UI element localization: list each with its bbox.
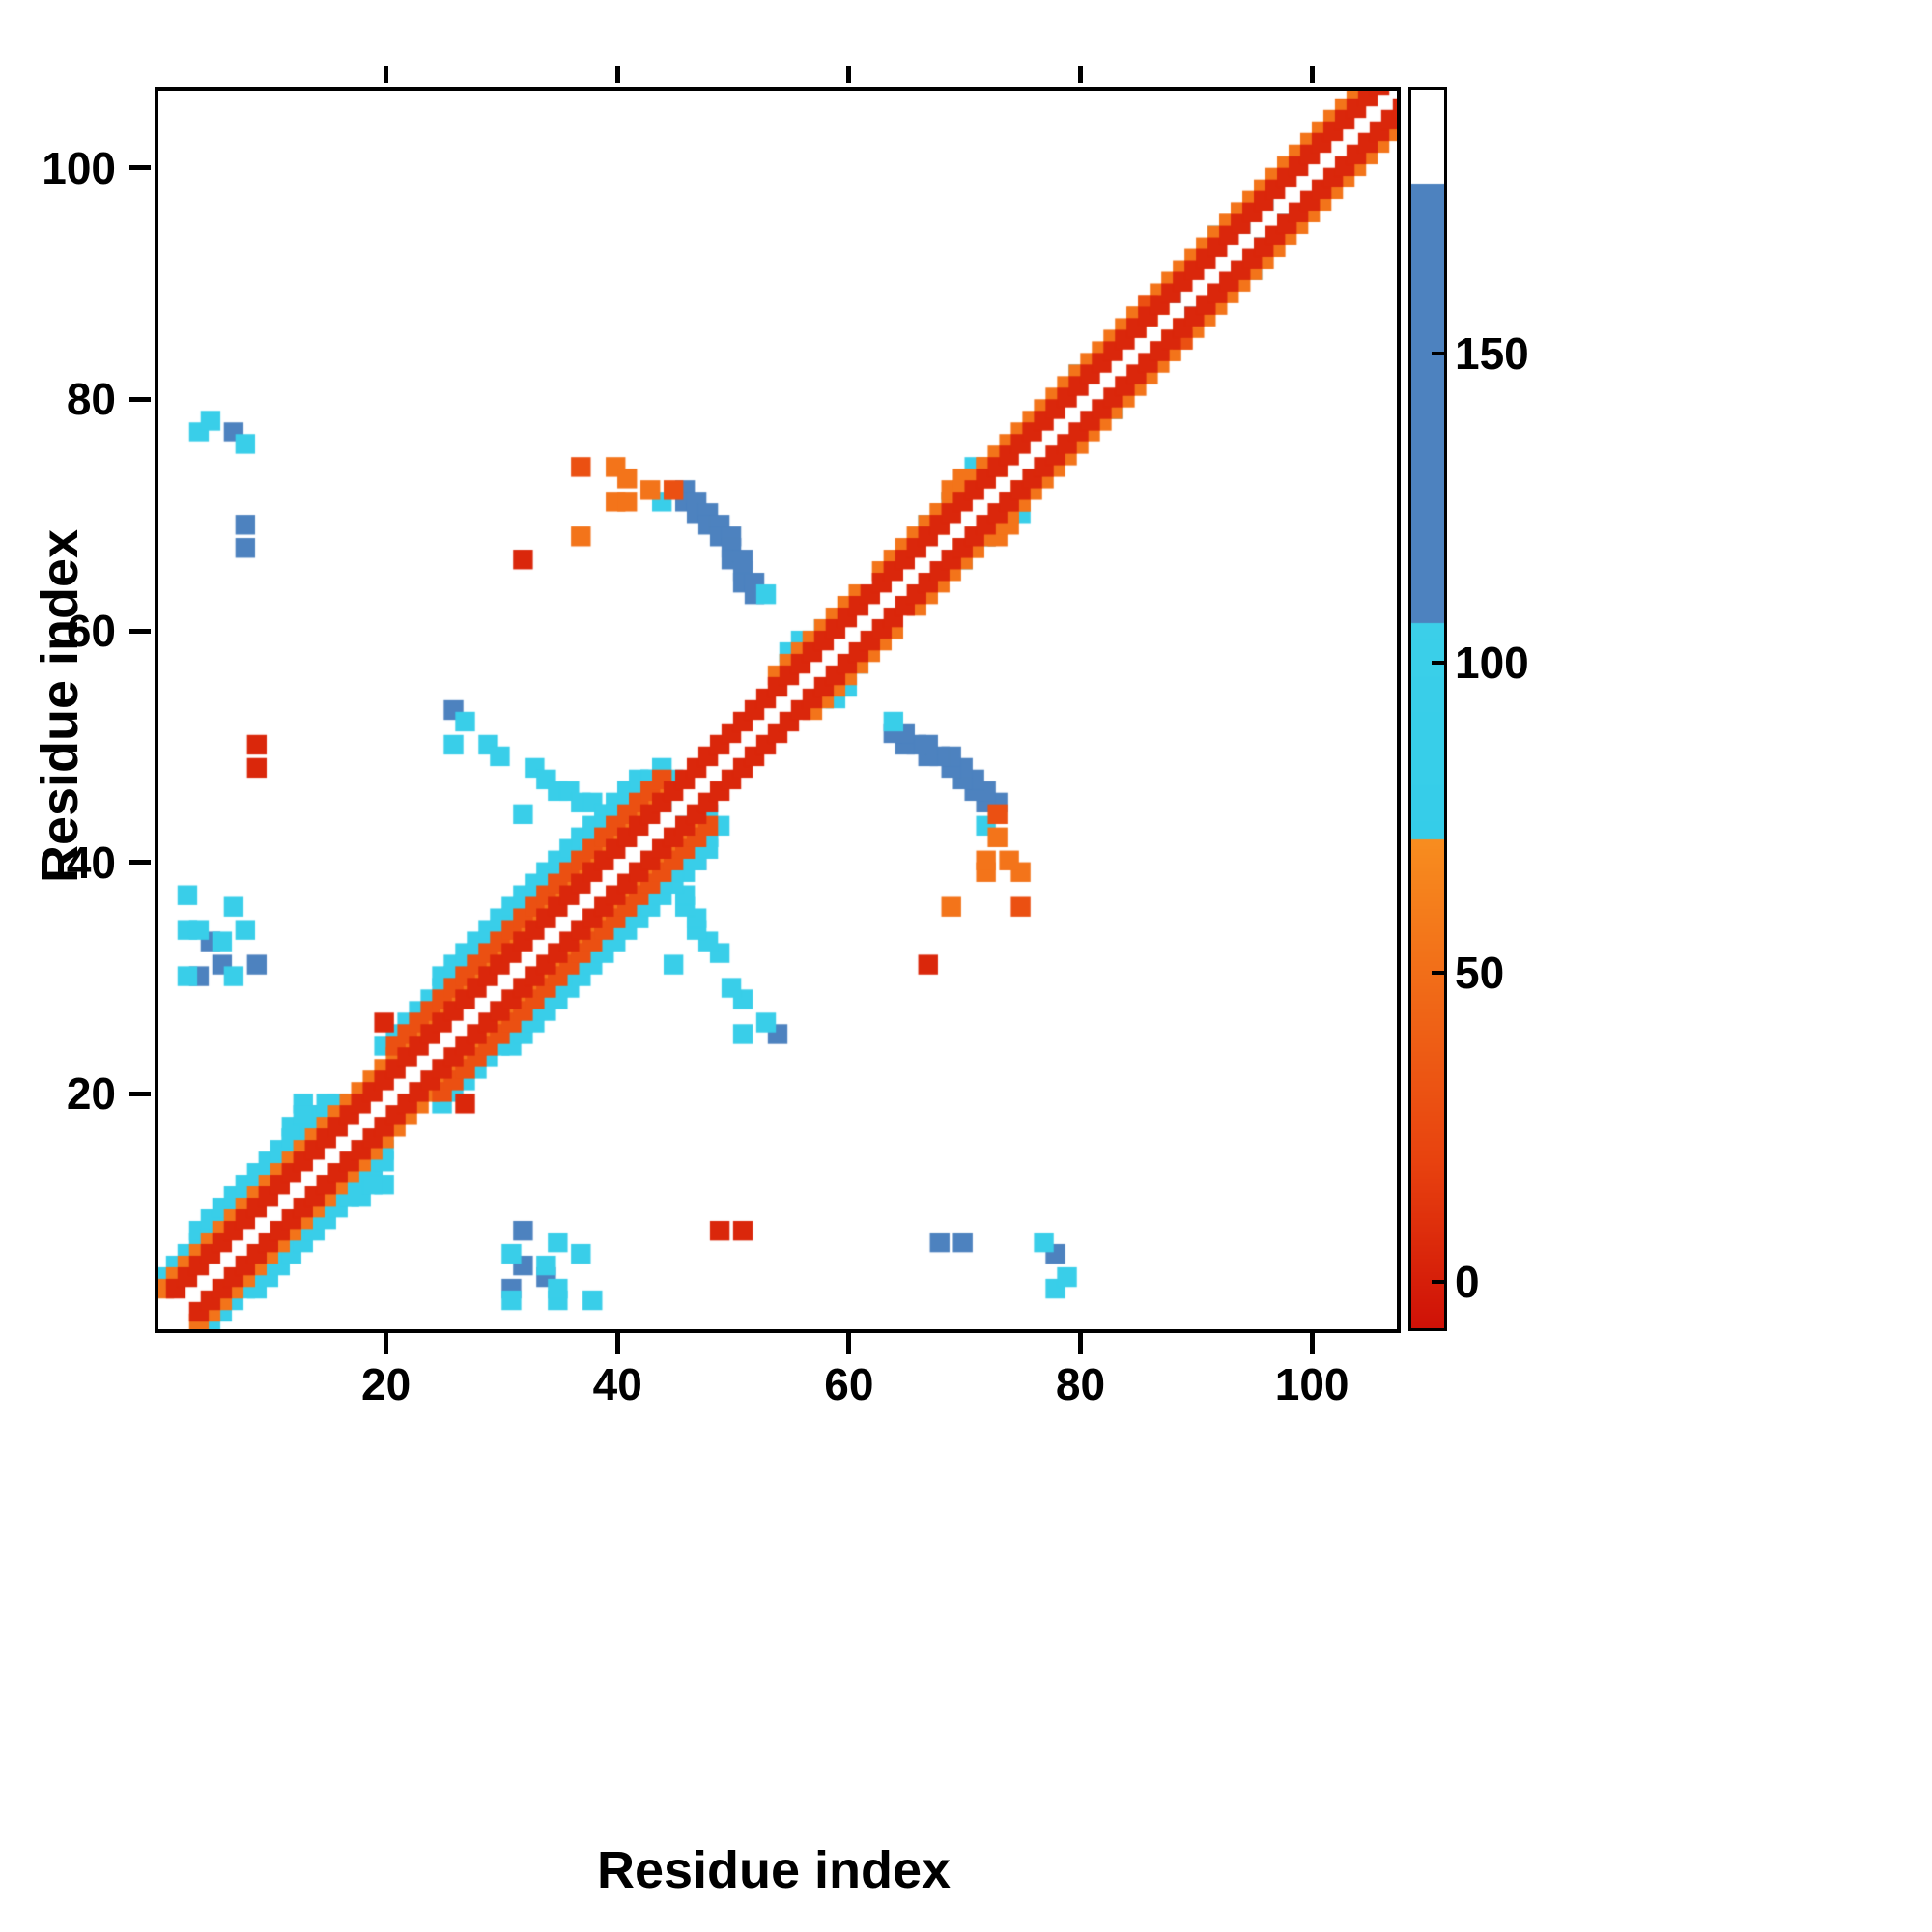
plot-area xyxy=(155,87,1401,1333)
y-axis-label: Residue index xyxy=(31,528,89,884)
x-tick-mark xyxy=(384,1333,389,1354)
x-tick-mark-top xyxy=(846,66,852,83)
x-tick-mark-top xyxy=(384,66,389,83)
x-tick-label: 40 xyxy=(592,1359,642,1409)
x-tick-mark-top xyxy=(1078,66,1083,83)
colorbar-tick-mark xyxy=(1432,351,1445,355)
y-tick-mark xyxy=(129,1091,151,1096)
y-tick-label: 80 xyxy=(66,374,116,425)
y-tick-mark xyxy=(129,860,151,866)
heatmap-canvas xyxy=(158,91,1397,1329)
y-tick-label: 60 xyxy=(66,606,116,657)
x-tick-mark-top xyxy=(1309,66,1315,83)
colorbar-tick-label: 100 xyxy=(1455,638,1529,689)
colorbar-tick-label: 0 xyxy=(1455,1257,1480,1308)
y-tick-label: 20 xyxy=(66,1068,116,1120)
colorbar-tick-mark xyxy=(1432,661,1445,666)
colorbar-tick-mark xyxy=(1432,1280,1445,1285)
x-tick-label: 20 xyxy=(361,1359,412,1409)
x-tick-mark-top xyxy=(614,66,620,83)
y-tick-mark xyxy=(129,628,151,634)
x-tick-mark xyxy=(1309,1333,1315,1354)
colorbar-tick-label: 50 xyxy=(1455,947,1505,998)
y-tick-mark xyxy=(129,165,151,171)
colorbar-tick-label: 150 xyxy=(1455,327,1529,379)
x-tick-label: 80 xyxy=(1055,1359,1106,1409)
y-tick-mark xyxy=(129,396,151,402)
colorbar-canvas xyxy=(1411,90,1444,1328)
colorbar xyxy=(1408,87,1447,1331)
y-tick-label: 40 xyxy=(66,837,116,888)
x-axis-label: Residue index xyxy=(596,1841,952,1899)
x-tick-label: 60 xyxy=(824,1359,874,1409)
x-tick-mark xyxy=(614,1333,620,1354)
x-tick-label: 100 xyxy=(1274,1359,1350,1409)
colorbar-tick-mark xyxy=(1432,970,1445,975)
x-tick-mark xyxy=(846,1333,852,1354)
y-tick-label: 100 xyxy=(42,142,116,193)
x-tick-mark xyxy=(1078,1333,1083,1354)
